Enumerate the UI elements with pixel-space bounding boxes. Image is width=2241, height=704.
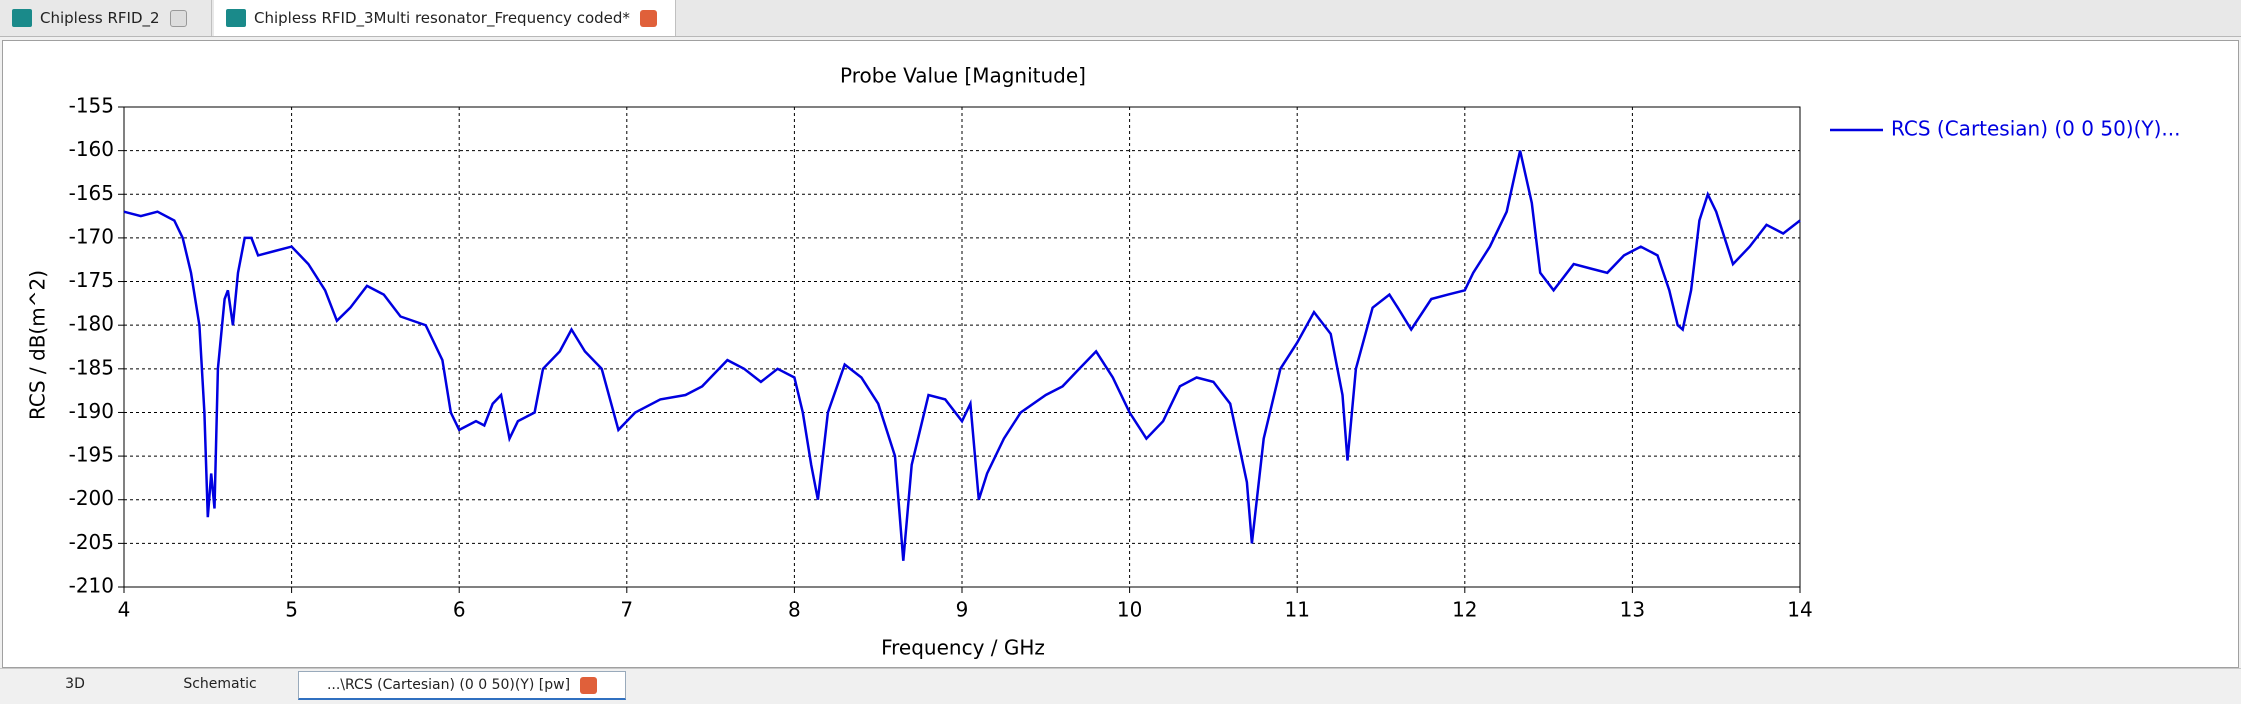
view-tab[interactable]: 3D xyxy=(20,671,130,697)
tab-close[interactable] xyxy=(169,9,187,27)
view-tabs: 3D Schematic ...\RCS (Cartesian) (0 0 50… xyxy=(0,668,2241,704)
tab[interactable]: Chipless RFID_2 xyxy=(0,0,212,36)
view-tab-label: 3D xyxy=(65,676,85,692)
tab-label: Chipless RFID_2 xyxy=(40,9,160,27)
x-tick-label: 13 xyxy=(1620,598,1645,622)
x-tick-label: 8 xyxy=(788,598,801,622)
x-tick-label: 6 xyxy=(453,598,466,622)
tab-label: Chipless RFID_3Multi resonator_Frequency… xyxy=(254,9,630,27)
legend-label: RCS (Cartesian) (0 0 50)(Y)... xyxy=(1891,117,2181,141)
view-tab-label: Schematic xyxy=(183,676,257,692)
x-axis-label: Frequency / GHz xyxy=(881,636,1045,660)
document-tabs: Chipless RFID_2 Chipless RFID_3Multi res… xyxy=(0,0,2241,37)
plot-frame xyxy=(123,106,1801,588)
x-tick-label: 14 xyxy=(1787,598,1812,622)
data-line xyxy=(123,150,1801,561)
y-axis-label: RCS / dB(m^2) xyxy=(26,270,50,420)
y-tick-label: -210 xyxy=(69,574,114,598)
chart: Probe Value [Magnitude] Frequency / GHz … xyxy=(26,64,2181,660)
x-tick-label: 10 xyxy=(1117,598,1142,622)
y-tick-label: -190 xyxy=(69,399,114,423)
tab-icon xyxy=(12,9,32,27)
view-tab-label: ...\RCS (Cartesian) (0 0 50)(Y) [pw] xyxy=(326,677,571,693)
y-tick-label: -175 xyxy=(69,268,114,292)
view-tab[interactable]: ...\RCS (Cartesian) (0 0 50)(Y) [pw] xyxy=(298,671,626,700)
x-tick-label: 11 xyxy=(1284,598,1309,622)
tab-icon xyxy=(226,9,246,27)
x-tick-label: 9 xyxy=(956,598,969,622)
tab-close[interactable] xyxy=(639,9,657,27)
x-tick-label: 7 xyxy=(620,598,633,622)
y-tick-label: -195 xyxy=(69,443,114,467)
y-tick-label: -155 xyxy=(69,94,114,118)
y-tick-label: -205 xyxy=(69,530,114,554)
tab[interactable]: Chipless RFID_3Multi resonator_Frequency… xyxy=(214,0,676,36)
y-tick-label: -165 xyxy=(69,181,114,205)
y-tick-label: -170 xyxy=(69,224,114,248)
chart-title: Probe Value [Magnitude] xyxy=(840,64,1086,88)
view-tab-close[interactable] xyxy=(580,676,598,694)
y-tick-label: -160 xyxy=(69,137,114,161)
x-tick-label: 5 xyxy=(285,598,298,622)
y-tick-label: -185 xyxy=(69,355,114,379)
y-tick-label: -200 xyxy=(69,486,114,510)
x-tick-label: 4 xyxy=(118,598,131,622)
view-tab[interactable]: Schematic xyxy=(150,671,290,697)
y-tick-label: -180 xyxy=(69,312,114,336)
plot-pane: Probe Value [Magnitude] Frequency / GHz … xyxy=(2,40,2239,668)
x-tick-label: 12 xyxy=(1452,598,1477,622)
